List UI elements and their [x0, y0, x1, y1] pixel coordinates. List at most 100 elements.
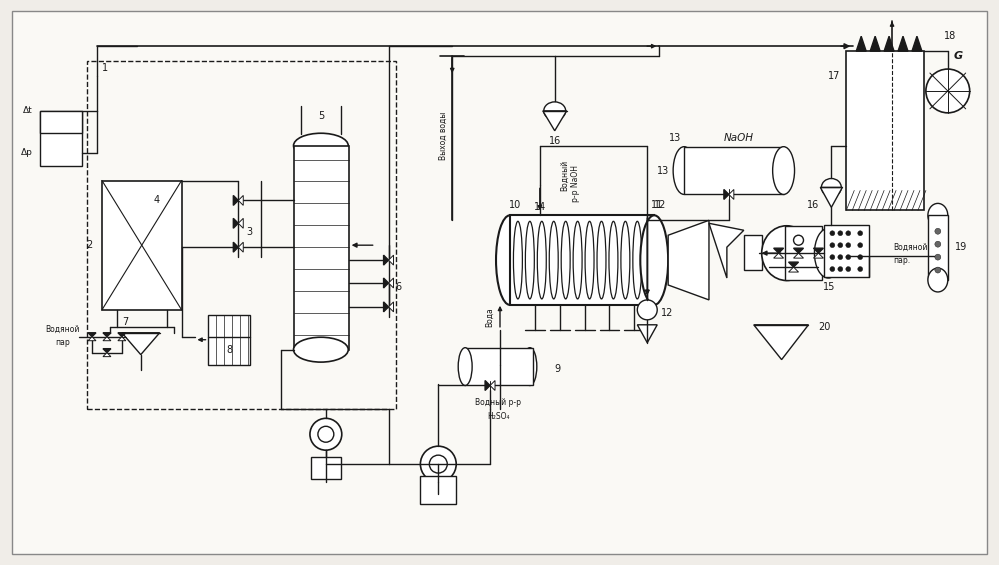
- Text: 12: 12: [654, 201, 666, 210]
- Text: 13: 13: [669, 133, 681, 143]
- Circle shape: [318, 426, 334, 442]
- Text: 17: 17: [828, 71, 840, 81]
- Circle shape: [421, 446, 457, 482]
- Polygon shape: [793, 248, 803, 253]
- Text: Водный: Водный: [560, 160, 569, 191]
- Ellipse shape: [294, 337, 349, 362]
- Circle shape: [858, 243, 863, 247]
- Bar: [40, 111, 82, 166]
- Text: 19: 19: [955, 242, 967, 252]
- Text: Вода: Вода: [486, 307, 495, 327]
- Ellipse shape: [928, 268, 948, 292]
- Bar: [102, 180, 182, 310]
- Text: 10: 10: [508, 201, 521, 210]
- Polygon shape: [103, 353, 111, 357]
- Circle shape: [935, 241, 941, 247]
- Circle shape: [430, 455, 448, 473]
- Text: 16: 16: [548, 136, 560, 146]
- Bar: [509, 215, 654, 305]
- Polygon shape: [709, 223, 744, 278]
- Text: 8: 8: [226, 345, 233, 355]
- Ellipse shape: [522, 347, 536, 385]
- Text: 20: 20: [818, 322, 831, 332]
- Polygon shape: [788, 267, 798, 272]
- Text: 18: 18: [944, 31, 956, 41]
- Polygon shape: [384, 255, 389, 265]
- Bar: [846, 51, 924, 210]
- Circle shape: [935, 228, 941, 234]
- Bar: [684, 147, 783, 194]
- Circle shape: [858, 267, 863, 272]
- Polygon shape: [239, 195, 244, 206]
- Bar: [928, 215, 948, 280]
- Ellipse shape: [637, 300, 657, 320]
- Polygon shape: [122, 333, 160, 355]
- Polygon shape: [773, 248, 783, 253]
- Ellipse shape: [459, 347, 473, 385]
- Text: 6: 6: [396, 282, 402, 292]
- Bar: [87, 61, 396, 410]
- Text: 12: 12: [661, 308, 673, 318]
- Text: 15: 15: [823, 282, 836, 292]
- Polygon shape: [788, 262, 798, 267]
- Polygon shape: [239, 218, 244, 228]
- Bar: [209, 315, 250, 364]
- Circle shape: [858, 255, 863, 259]
- Polygon shape: [103, 333, 111, 337]
- Circle shape: [830, 231, 835, 236]
- Circle shape: [793, 235, 803, 245]
- Text: Δt: Δt: [22, 106, 32, 115]
- Circle shape: [858, 231, 863, 236]
- Text: 1: 1: [102, 63, 108, 73]
- Polygon shape: [813, 253, 823, 258]
- Polygon shape: [389, 302, 394, 312]
- Circle shape: [935, 267, 941, 273]
- Polygon shape: [103, 349, 111, 353]
- Circle shape: [310, 418, 342, 450]
- Polygon shape: [389, 278, 394, 288]
- Polygon shape: [88, 333, 96, 337]
- Polygon shape: [486, 380, 491, 390]
- Ellipse shape: [928, 203, 948, 227]
- Text: 14: 14: [533, 202, 545, 212]
- Polygon shape: [384, 278, 389, 288]
- Text: 5: 5: [318, 111, 324, 121]
- Ellipse shape: [821, 179, 841, 197]
- Text: 13: 13: [657, 166, 669, 176]
- Bar: [784, 226, 822, 280]
- Text: 3: 3: [246, 227, 253, 237]
- Circle shape: [838, 231, 843, 236]
- Text: Водяной: Водяной: [45, 325, 79, 334]
- Text: 9: 9: [554, 363, 560, 373]
- Polygon shape: [384, 302, 389, 312]
- Ellipse shape: [497, 215, 523, 305]
- Polygon shape: [813, 248, 823, 253]
- Ellipse shape: [814, 228, 842, 278]
- Polygon shape: [773, 253, 783, 258]
- Polygon shape: [118, 337, 126, 341]
- Polygon shape: [234, 218, 239, 228]
- Ellipse shape: [543, 102, 565, 120]
- Polygon shape: [912, 36, 922, 51]
- Polygon shape: [856, 36, 866, 51]
- Polygon shape: [898, 36, 908, 51]
- Circle shape: [846, 255, 851, 259]
- Bar: [824, 225, 869, 277]
- Ellipse shape: [772, 147, 794, 194]
- Polygon shape: [542, 111, 566, 131]
- Circle shape: [830, 255, 835, 259]
- Polygon shape: [820, 188, 842, 207]
- Polygon shape: [88, 337, 96, 341]
- Bar: [421, 476, 457, 504]
- Polygon shape: [122, 195, 172, 215]
- Text: 11: 11: [651, 201, 663, 210]
- Text: р-р NaOH: р-р NaOH: [571, 165, 580, 202]
- Bar: [294, 146, 349, 350]
- Polygon shape: [103, 337, 111, 341]
- Text: 16: 16: [807, 201, 819, 210]
- Bar: [311, 457, 341, 479]
- Text: Выход воды: Выход воды: [439, 112, 448, 160]
- Bar: [744, 235, 761, 270]
- Polygon shape: [729, 189, 734, 199]
- Polygon shape: [637, 325, 657, 343]
